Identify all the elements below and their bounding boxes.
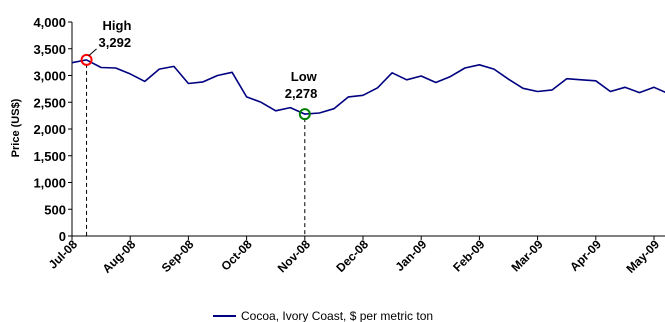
y-axis-label: Price (US$) xyxy=(10,98,22,157)
y-tick-label: 2,500 xyxy=(33,95,66,110)
y-tick-label: 1,500 xyxy=(33,149,66,164)
x-axis-ticks: Jul-08 Aug-08 Sep-08 Oct-08 Nov-08 Dec-08 Jan-… xyxy=(46,236,662,276)
y-tick-label: 0 xyxy=(59,229,66,244)
x-tick-label: Dec-08 xyxy=(333,237,371,275)
y-tick-label: 2,000 xyxy=(33,122,66,137)
annotation-value: 2,278 xyxy=(285,86,318,101)
annotation-title: High xyxy=(103,18,132,33)
annotation-marker xyxy=(80,53,93,66)
x-tick-label: Apr-09 xyxy=(567,237,604,274)
x-tick-label: Oct-08 xyxy=(218,237,255,274)
legend-label: Cocoa, Ivory Coast, $ per metric ton xyxy=(241,309,433,322)
x-tick-label: Mar-09 xyxy=(508,237,545,274)
y-tick-label: 4,000 xyxy=(33,15,66,30)
x-tick-label: Nov-08 xyxy=(275,237,313,275)
series-line xyxy=(71,59,665,115)
x-tick-label: May-09 xyxy=(623,237,662,276)
annotation-leader xyxy=(88,48,97,57)
y-tick-label: 1,000 xyxy=(33,176,66,191)
y-tick-label: 3,000 xyxy=(33,69,66,84)
x-tick-label: Feb-09 xyxy=(450,237,487,274)
y-tick-label: 500 xyxy=(44,202,66,217)
series-layer xyxy=(71,59,665,115)
legend: Cocoa, Ivory Coast, $ per metric ton xyxy=(213,309,433,322)
y-axis-ticks: 0 500 1,000 1,500 2,000 2,500 3,000 3,500 4,000 xyxy=(33,15,72,244)
annotation-value: 3,292 xyxy=(99,35,132,50)
x-tick-label: Aug-08 xyxy=(100,237,139,276)
x-tick-label: Jan-09 xyxy=(393,237,430,274)
annotation-marker xyxy=(298,108,311,121)
annotation-title: Low xyxy=(291,69,318,84)
y-tick-label: 3,500 xyxy=(33,42,66,57)
x-tick-label: Sep-08 xyxy=(159,237,197,275)
